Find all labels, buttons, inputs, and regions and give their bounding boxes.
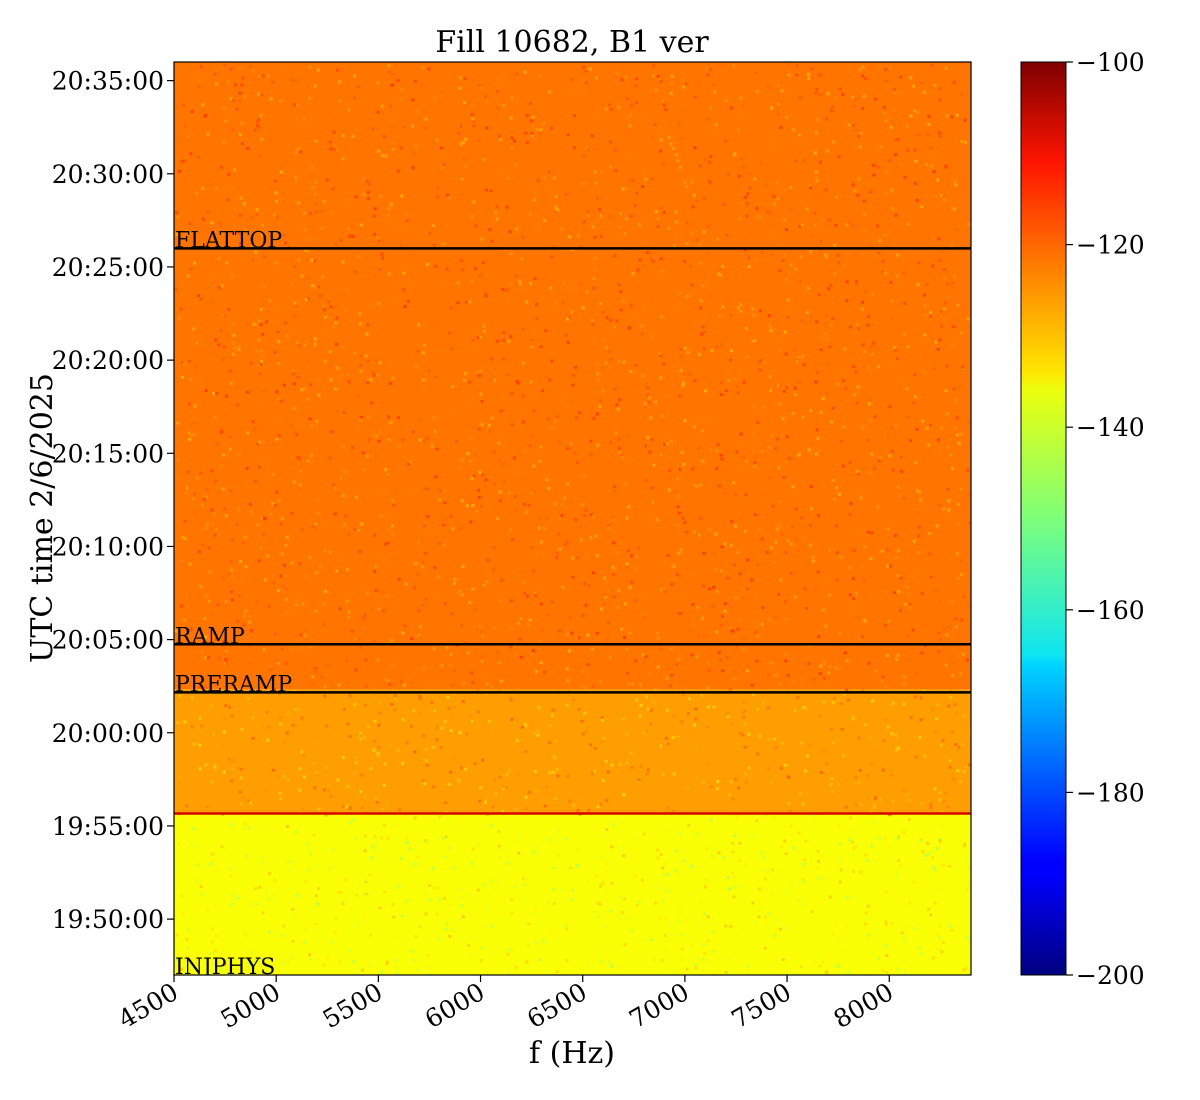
x-tick-label: 5000 xyxy=(216,977,286,1034)
heatmap-region-0 xyxy=(174,813,971,975)
heatmap-area: INJPHYS PRERAMP RAMP FLATTOP xyxy=(174,62,971,980)
x-tick-label: 6500 xyxy=(522,977,592,1034)
x-axis-label: f (Hz) xyxy=(529,1036,615,1071)
colorbar-tick-label: −180 xyxy=(1076,778,1145,807)
colorbar-tick-label: −200 xyxy=(1076,961,1145,990)
y-axis-label: UTC time 2/6/2025 xyxy=(25,373,60,663)
y-tick-label: 20:35:00 xyxy=(52,67,164,96)
colorbar-tick-label: −120 xyxy=(1076,231,1145,260)
x-tick-label: 7500 xyxy=(726,977,796,1034)
phase-label-preramp: PRERAMP xyxy=(175,672,292,697)
y-tick-label: 19:50:00 xyxy=(52,905,164,934)
y-tick-label: 19:55:00 xyxy=(52,812,164,841)
chart-title: Fill 10682, B1 ver xyxy=(435,25,709,60)
x-tick-label: 4500 xyxy=(113,977,183,1034)
y-tick-label: 20:05:00 xyxy=(52,626,164,655)
y-tick-label: 20:15:00 xyxy=(52,439,164,468)
y-axis: 19:50:00 19:55:00 20:00:00 20:05:00 20:10:00… xyxy=(52,67,174,934)
x-tick-label: 5500 xyxy=(318,977,388,1034)
y-tick-label: 20:30:00 xyxy=(52,160,164,189)
y-tick-label: 20:20:00 xyxy=(52,346,164,375)
heatmap-noise xyxy=(174,63,971,975)
x-tick-label: 8000 xyxy=(829,977,899,1034)
phase-label-injphys: INJPHYS xyxy=(175,955,275,980)
colorbar-tick-label: −140 xyxy=(1076,413,1145,442)
heatmap-region-1 xyxy=(174,689,971,814)
x-tick-label: 6000 xyxy=(420,977,490,1034)
x-tick-label: 7000 xyxy=(624,977,694,1034)
y-tick-label: 20:25:00 xyxy=(52,253,164,282)
colorbar xyxy=(1020,61,1067,976)
phase-label-flattop: FLATTOP xyxy=(175,228,282,253)
phase-label-ramp: RAMP xyxy=(175,624,245,649)
x-axis: 4500 5000 5500 6000 6500 7000 7500 8000 xyxy=(113,975,898,1034)
y-tick-label: 20:10:00 xyxy=(52,532,164,561)
y-tick-label: 20:00:00 xyxy=(52,719,164,748)
plot-frame xyxy=(173,61,972,976)
colorbar-tick-label: −160 xyxy=(1076,596,1145,625)
colorbar-tick-label: −100 xyxy=(1076,48,1145,77)
colorbar-ticks: −100 −120 −140 −160 −180 −200 xyxy=(1066,48,1145,990)
